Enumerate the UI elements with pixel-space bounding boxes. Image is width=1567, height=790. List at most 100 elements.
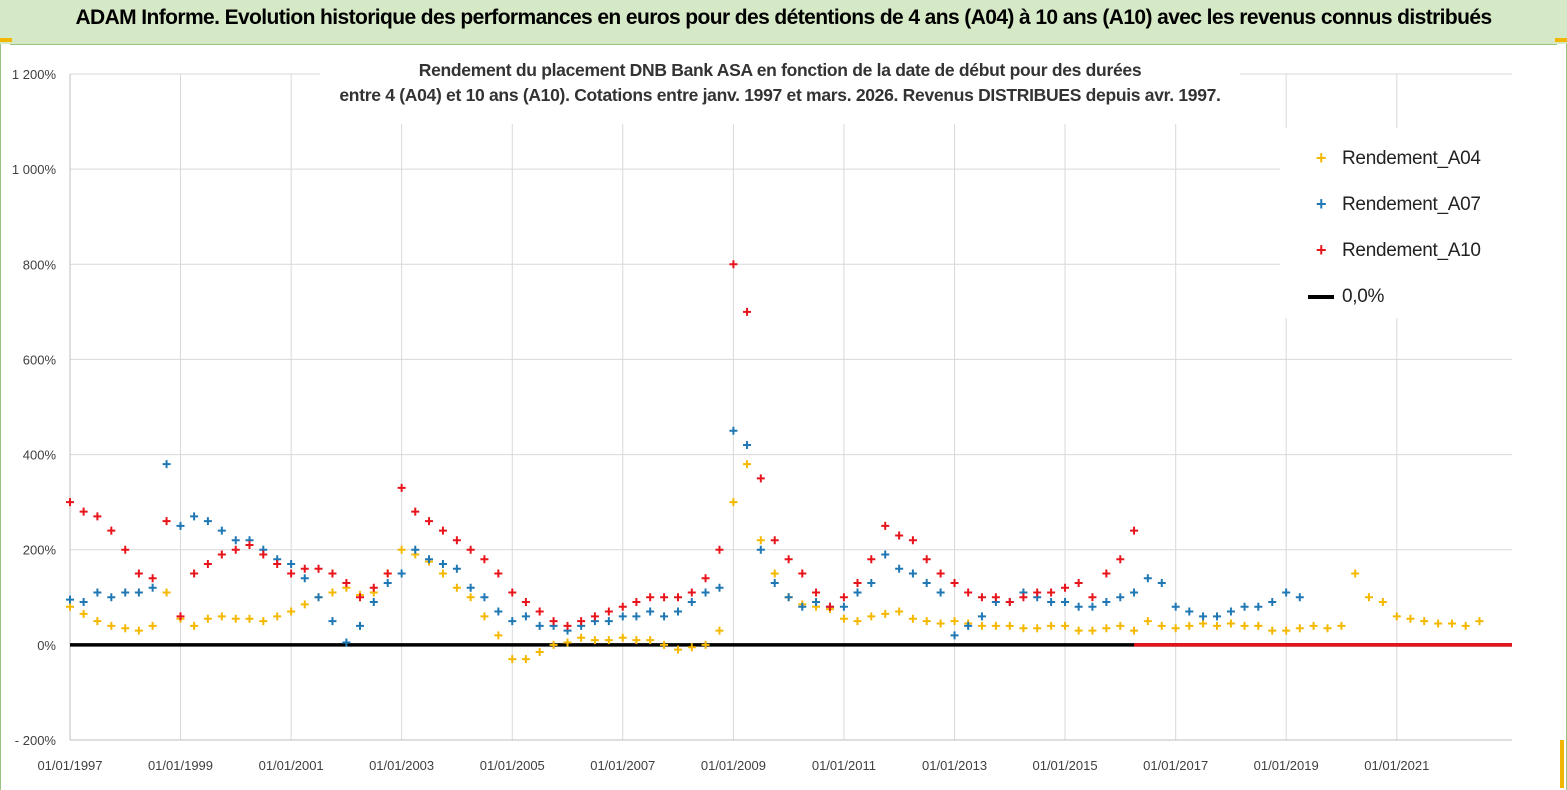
y-tick-label: - 200% [15,733,57,748]
point-a10 [646,593,655,602]
point-a10 [148,574,157,583]
point-a10 [770,536,779,545]
x-tick-label: 01/01/1997 [37,758,102,773]
point-a04 [632,636,641,645]
point-a04 [701,640,710,649]
point-a07 [1171,602,1180,611]
point-a07 [369,598,378,607]
legend-label-a10: Rendement_A10 [1342,240,1481,261]
point-a07 [674,607,683,616]
point-a07 [812,598,821,607]
point-a04 [480,612,489,621]
point-a10 [259,550,268,559]
point-a04 [1074,626,1083,635]
point-a07 [480,593,489,602]
point-a07 [121,588,130,597]
point-a10 [466,545,475,554]
point-a04 [922,617,931,626]
point-a10 [660,593,669,602]
point-a04 [190,621,199,630]
point-a10 [217,550,226,559]
point-a10 [300,564,309,573]
point-a04 [563,638,572,647]
point-a04 [134,626,143,635]
point-a04 [1309,621,1318,630]
point-a10 [1116,555,1125,564]
point-a10 [494,569,503,578]
point-a07 [190,512,199,521]
legend-item-a07: + Rendement_A07 [1280,192,1512,222]
x-tick-label: 01/01/2013 [922,758,987,773]
point-a04 [729,498,738,507]
point-a04 [79,609,88,618]
axis-layer [69,74,1512,741]
point-a04 [881,609,890,618]
corner-mark-tl [0,38,12,42]
chart-subtitle: entre 4 (A04) et 10 ans (A10). Cotations… [339,85,1221,105]
point-a07 [715,583,724,592]
point-a04 [397,545,406,554]
point-a04 [1061,621,1070,630]
point-a07 [770,579,779,588]
point-a04 [660,640,669,649]
point-a04 [1448,619,1457,628]
page-title: ADAM Informe. Evolution historique des p… [75,6,1492,29]
legend-label-zero: 0,0% [1342,286,1385,307]
point-a04 [1116,621,1125,630]
point-a04 [494,631,503,640]
point-a04 [1295,624,1304,633]
point-a04 [1420,617,1429,626]
point-a07 [411,545,420,554]
legend-marker-zero [1308,295,1334,299]
point-a10 [743,307,752,316]
point-a07 [632,612,641,621]
point-a04 [1268,626,1277,635]
point-a04 [1323,624,1332,633]
point-a10 [784,555,793,564]
point-a10 [162,517,171,526]
point-a07 [438,559,447,568]
point-a10 [977,593,986,602]
y-tick-label: 600% [23,352,57,367]
point-a10 [411,507,420,516]
point-a10 [839,593,848,602]
x-tick-label: 01/01/1999 [148,758,213,773]
point-a07 [936,588,945,597]
legend-marker-a07: + [1316,194,1327,214]
point-a07 [356,621,365,630]
chart-legend: + Rendement_A04 + Rendement_A07 + Rendem… [1280,128,1512,318]
y-tick-label: 800% [23,257,57,272]
point-a10 [895,531,904,540]
point-a04 [908,614,917,623]
point-a10 [107,526,116,535]
point-a07 [1074,602,1083,611]
corner-mark-tr [1555,38,1567,42]
point-a04 [259,617,268,626]
point-a07 [798,602,807,611]
y-tick-label: 1 000% [12,162,57,177]
point-a04 [162,588,171,597]
point-a10 [881,521,890,530]
x-tick-label: 01/01/2021 [1364,758,1429,773]
point-a07 [1130,588,1139,597]
point-a04 [1019,624,1028,633]
point-a04 [674,645,683,654]
point-a07 [217,526,226,535]
point-a07 [300,574,309,583]
point-a07 [964,621,973,630]
point-a04 [991,621,1000,630]
point-a10 [812,588,821,597]
y-tick-label: 1 200% [12,67,57,82]
point-a07 [839,602,848,611]
point-a10 [521,598,530,607]
point-a07 [977,612,986,621]
point-a07 [1254,602,1263,611]
point-a10 [66,498,74,507]
point-a07 [756,545,765,554]
point-a07 [1047,598,1056,607]
point-a04 [1282,626,1291,635]
point-a10 [342,579,351,588]
point-a10 [452,536,461,545]
point-a10 [273,559,282,568]
legend-item-zero: 0,0% [1280,284,1512,314]
